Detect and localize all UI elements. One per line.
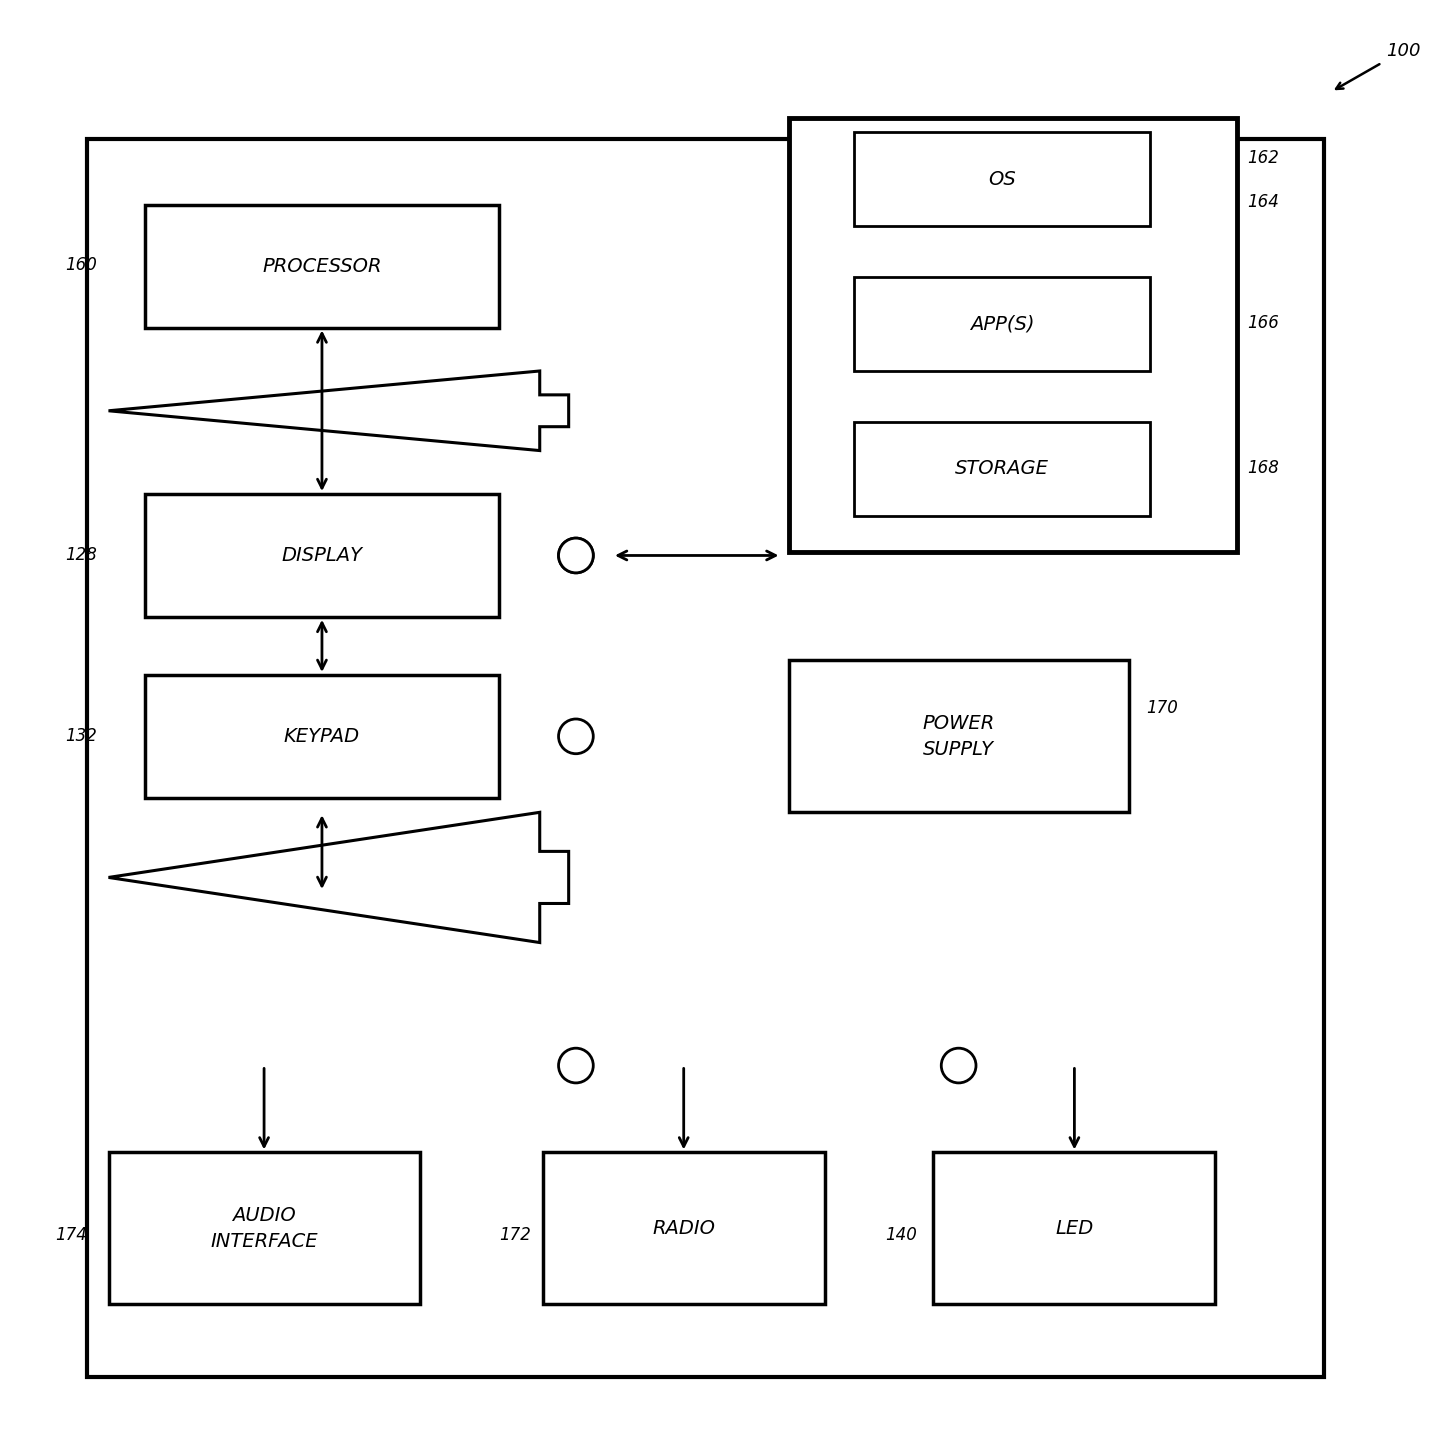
Text: INTERFACE: INTERFACE — [210, 1232, 318, 1251]
FancyBboxPatch shape — [109, 1152, 420, 1304]
Circle shape — [942, 1048, 977, 1082]
Circle shape — [559, 720, 593, 753]
Text: LED: LED — [1055, 1219, 1094, 1238]
Circle shape — [559, 1048, 593, 1082]
Text: MEMORY: MEMORY — [969, 145, 1056, 164]
FancyBboxPatch shape — [933, 1152, 1215, 1304]
Text: 162: 162 — [1247, 149, 1279, 167]
Text: 132: 132 — [65, 727, 97, 744]
Circle shape — [559, 538, 593, 573]
Text: 174: 174 — [55, 1226, 87, 1244]
Text: PROCESSOR: PROCESSOR — [262, 257, 382, 276]
FancyBboxPatch shape — [145, 493, 499, 617]
Text: DISPLAY: DISPLAY — [282, 546, 362, 564]
Polygon shape — [109, 371, 569, 451]
FancyBboxPatch shape — [789, 118, 1237, 551]
Text: 164: 164 — [1247, 193, 1279, 210]
Text: 166: 166 — [1247, 315, 1279, 332]
FancyBboxPatch shape — [87, 139, 1324, 1377]
Text: 140: 140 — [886, 1226, 917, 1244]
Text: 170: 170 — [1146, 699, 1178, 717]
Text: SUPPLY: SUPPLY — [923, 740, 994, 759]
Text: APP(S): APP(S) — [969, 315, 1035, 334]
Text: POWER: POWER — [923, 714, 994, 733]
Text: 160: 160 — [65, 257, 97, 274]
Text: RADIO: RADIO — [653, 1219, 715, 1238]
Text: STORAGE: STORAGE — [955, 459, 1049, 479]
FancyBboxPatch shape — [145, 205, 499, 328]
Text: AUDIO: AUDIO — [232, 1206, 297, 1225]
FancyBboxPatch shape — [854, 277, 1150, 371]
Text: 100: 100 — [1386, 42, 1421, 59]
FancyBboxPatch shape — [145, 675, 499, 798]
Polygon shape — [109, 813, 569, 943]
Text: 128: 128 — [65, 546, 97, 564]
FancyBboxPatch shape — [854, 422, 1150, 515]
FancyBboxPatch shape — [854, 132, 1150, 226]
Text: 172: 172 — [499, 1226, 531, 1244]
Text: 168: 168 — [1247, 459, 1279, 477]
Circle shape — [559, 538, 593, 573]
Text: KEYPAD: KEYPAD — [284, 727, 360, 746]
FancyBboxPatch shape — [789, 660, 1129, 813]
Text: OS: OS — [988, 170, 1016, 189]
FancyBboxPatch shape — [543, 1152, 825, 1304]
